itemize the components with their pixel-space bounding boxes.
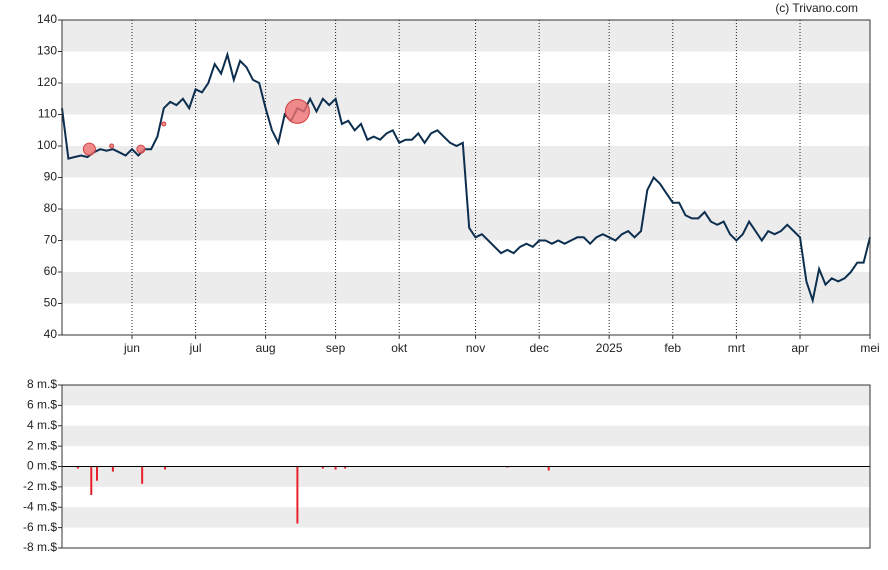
grid-band [62,425,870,447]
bar [547,466,550,471]
bar [164,466,167,470]
x-tick-label: mei [860,341,879,355]
trade-marker [284,98,310,124]
trade-marker [161,121,167,127]
y-tick-label: 80 [44,201,58,215]
x-tick-label: jun [123,341,140,355]
x-tick-label: dec [529,341,548,355]
y-tick-label: 6 m.$ [27,398,57,412]
attribution: (c) Trivano.com [775,1,858,15]
bar [76,466,79,469]
y-tick-label: 2 m.$ [27,438,57,452]
bar [90,466,93,496]
trade-marker [109,143,115,149]
x-tick-label: apr [791,341,808,355]
bar [95,466,98,481]
x-tick-label: 2025 [596,341,623,355]
x-tick-label: okt [391,341,408,355]
y-tick-label: 140 [37,12,57,26]
trade-marker [136,144,146,154]
x-tick-label: sep [326,341,346,355]
x-tick-label: feb [664,341,681,355]
grid-band [62,83,870,115]
bar [344,466,347,469]
y-tick-label: 120 [37,75,57,89]
y-tick-label: 40 [44,327,58,341]
grid-band [62,507,870,528]
plot-frame [61,384,871,549]
y-tick-label: 0 m.$ [27,459,57,473]
plot-frame [61,19,871,336]
y-tick-label: 90 [44,170,58,184]
y-tick-label: 4 m.$ [27,418,57,432]
x-tick-label: aug [256,341,276,355]
y-tick-label: -4 m.$ [23,499,57,513]
y-tick-label: 8 m.$ [27,377,57,391]
bar [296,466,299,524]
bar [506,466,509,468]
bar [321,466,324,469]
y-tick-label: -2 m.$ [23,479,57,493]
y-tick-label: 130 [37,44,57,58]
bar [111,466,114,472]
grid-band [62,385,870,406]
grid-band [62,209,870,241]
x-tick-label: nov [466,341,485,355]
y-tick-label: -6 m.$ [23,520,57,534]
y-tick-label: 110 [38,107,57,121]
y-tick-label: 100 [37,138,57,152]
y-tick-label: 70 [44,233,58,247]
bar [141,466,144,484]
price-line [61,51,871,305]
y-tick-label: 60 [44,264,58,278]
grid-band [62,272,870,304]
y-tick-label: -8 m.$ [23,540,57,554]
x-tick-label: mrt [728,341,746,355]
y-tick-label: 50 [44,296,58,310]
trade-marker [82,142,96,156]
bar [334,466,337,470]
grid-band [62,20,870,52]
grid-band [62,466,870,487]
x-tick-label: jul [189,341,202,355]
